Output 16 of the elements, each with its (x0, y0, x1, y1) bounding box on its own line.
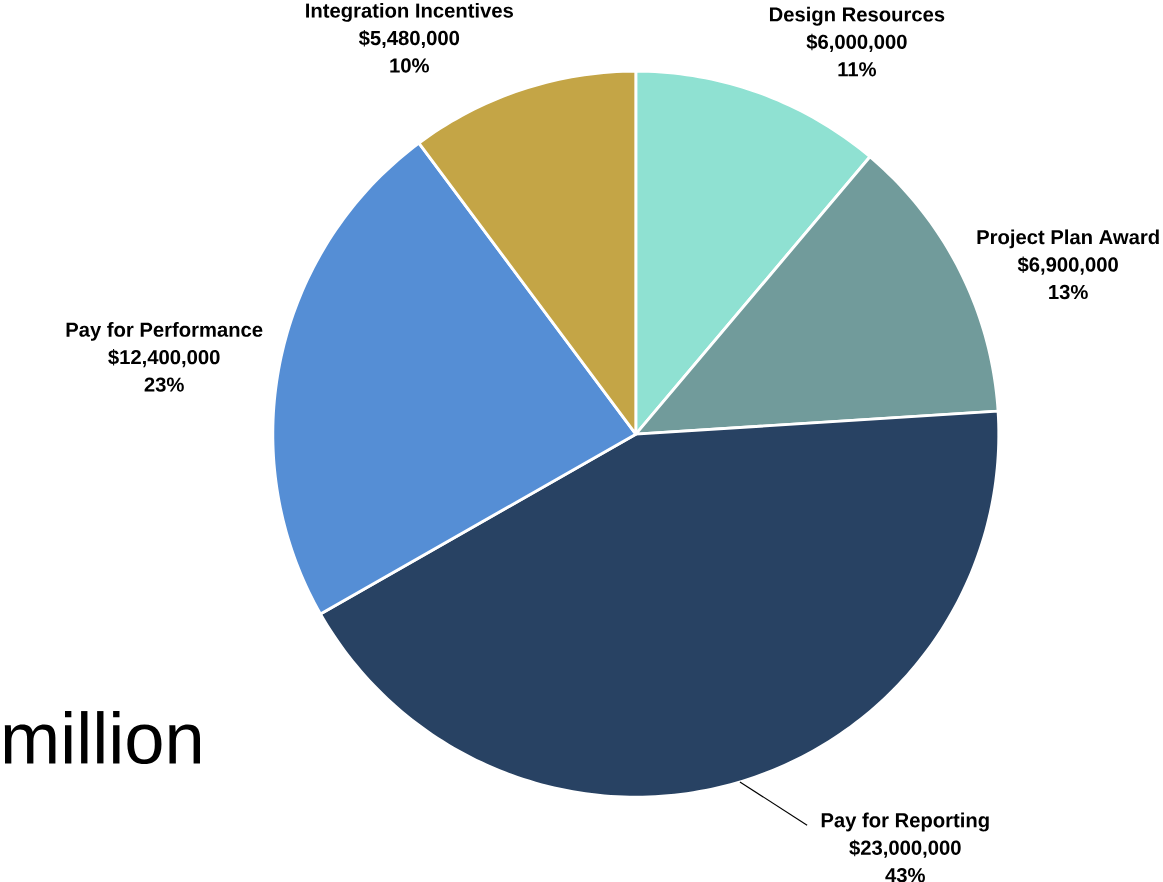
text: million (4, 710, 200, 764)
data-label: $5,480,000 (358, 29, 460, 48)
slice-label: Pay for Performance (66, 321, 263, 341)
slice-label: Project Plan Award (977, 229, 1159, 249)
text: 43% (885, 867, 925, 882)
data-label: $6,900,000 (1017, 256, 1118, 275)
text: 10% (390, 58, 429, 73)
data-label: $12,400,000 (108, 348, 220, 368)
text: 11% (838, 62, 877, 77)
text: 23% (144, 377, 184, 392)
text: 13% (1049, 284, 1088, 300)
data-label: $23,000,000 (849, 839, 961, 858)
slice-label: Design Resources (769, 6, 945, 26)
slice-label: Integration Incentives (306, 2, 513, 22)
data-label: $6,000,000 (806, 33, 907, 52)
slice-label: Pay for Reporting (821, 812, 989, 832)
